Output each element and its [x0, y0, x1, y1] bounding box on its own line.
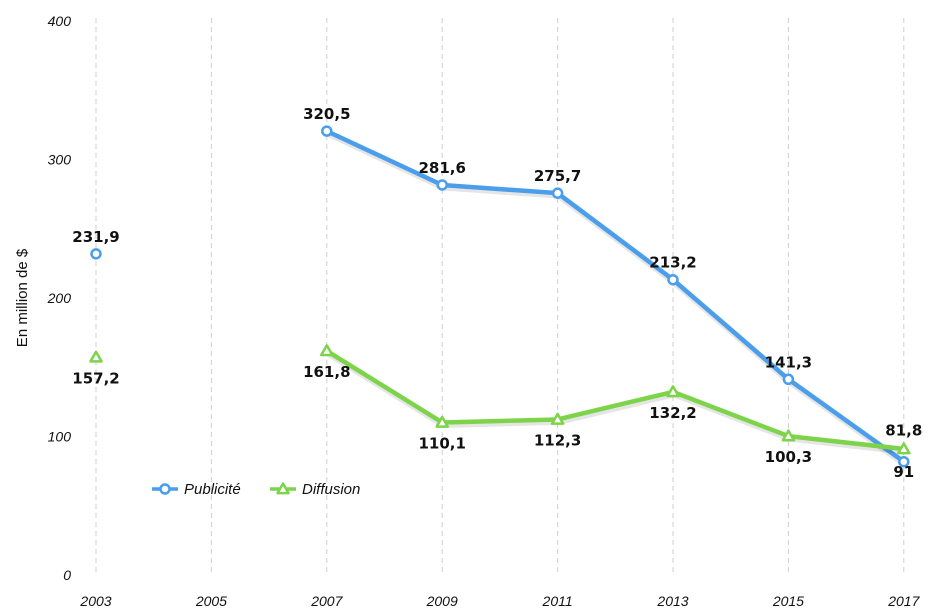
x-tick-label: 2009 [426, 593, 458, 609]
data-label: 81,8 [885, 422, 922, 440]
data-label: 132,2 [649, 404, 696, 422]
data-point [550, 412, 565, 425]
legend: Publicité Diffusion [152, 481, 360, 498]
series-line [324, 348, 907, 452]
x-tick-label: 2017 [887, 593, 920, 609]
data-label: 213,2 [649, 254, 696, 272]
x-tick-label: 2015 [772, 593, 804, 609]
legend-marker [159, 483, 171, 495]
x-axis: 2003 2005 2007 2009 2011 2013 2015 2017 [79, 593, 920, 609]
data-label: 231,9 [72, 228, 119, 246]
x-tick-label: 2013 [656, 593, 688, 609]
legend-marker [276, 482, 290, 495]
y-tick-label: 0 [63, 567, 71, 583]
data-point [90, 248, 102, 260]
series-line [324, 128, 907, 464]
data-label: 320,5 [303, 105, 350, 123]
data-label: 157,2 [72, 369, 119, 387]
data-label: 110,1 [418, 435, 465, 453]
data-label: 281,6 [418, 159, 465, 177]
x-tick-label: 2011 [542, 593, 573, 609]
y-tick-label: 200 [47, 290, 72, 306]
data-point [320, 344, 334, 357]
y-tick-label: 100 [48, 429, 72, 445]
series-line-shadow [324, 129, 909, 468]
data-point [898, 455, 910, 468]
legend-label: Diffusion [302, 481, 360, 498]
data-label: 161,8 [303, 363, 350, 381]
data-point [89, 350, 103, 363]
x-tick-label: 2005 [195, 593, 227, 609]
data-point [781, 429, 796, 442]
data-point [551, 187, 564, 199]
data-point [897, 442, 911, 455]
x-tick-label: 2003 [79, 593, 111, 609]
y-tick-label: 300 [48, 152, 72, 168]
data-label: 100,3 [765, 448, 812, 466]
data-point [782, 373, 795, 386]
data-point [436, 179, 448, 191]
data-point [321, 125, 333, 137]
series [89, 125, 911, 468]
data-point [667, 273, 679, 286]
legend-label: Publicité [184, 481, 241, 498]
grid [95, 18, 905, 575]
x-tick-label: 2007 [310, 593, 343, 609]
y-tick-label: 400 [48, 13, 72, 29]
y-axis: 0 100 200 300 400 [47, 13, 72, 583]
y-axis-label: En million de $ [14, 248, 31, 347]
data-label: 141,3 [765, 353, 812, 371]
data-label: 112,3 [534, 431, 581, 449]
data-point [435, 415, 449, 428]
data-labels: 231,9 320,5 281,6 275,7 213,2 141,3 81,8 157,2 1… [72, 105, 922, 481]
data-point [666, 385, 680, 398]
data-label: 91 [893, 463, 914, 481]
data-label: 275,7 [534, 167, 581, 185]
